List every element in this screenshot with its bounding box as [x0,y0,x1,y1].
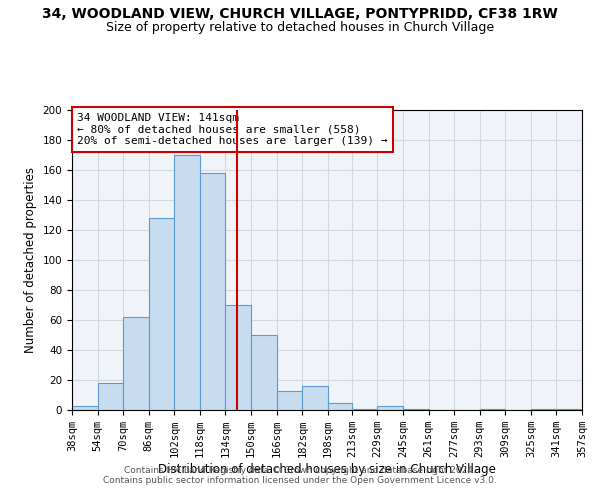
Text: Size of property relative to detached houses in Church Village: Size of property relative to detached ho… [106,21,494,34]
Y-axis label: Number of detached properties: Number of detached properties [24,167,37,353]
Bar [123,317,149,410]
Bar [328,402,352,410]
Text: 34 WOODLAND VIEW: 141sqm
← 80% of detached houses are smaller (558)
20% of semi-: 34 WOODLAND VIEW: 141sqm ← 80% of detach… [77,113,388,146]
Bar [149,218,175,410]
Bar [352,408,377,410]
X-axis label: Distribution of detached houses by size in Church Village: Distribution of detached houses by size … [158,463,496,476]
Bar [556,408,582,410]
Bar [403,408,428,410]
Bar [251,335,277,410]
Bar [98,383,123,410]
Text: Contains HM Land Registry data © Crown copyright and database right 2024.
Contai: Contains HM Land Registry data © Crown c… [103,466,497,485]
Text: 34, WOODLAND VIEW, CHURCH VILLAGE, PONTYPRIDD, CF38 1RW: 34, WOODLAND VIEW, CHURCH VILLAGE, PONTY… [42,8,558,22]
Bar [175,155,200,410]
Bar [479,408,505,410]
Bar [531,408,556,410]
Bar [377,406,403,410]
Bar [200,173,226,410]
Bar [72,406,98,410]
Bar [226,305,251,410]
Bar [277,390,302,410]
Bar [302,386,328,410]
